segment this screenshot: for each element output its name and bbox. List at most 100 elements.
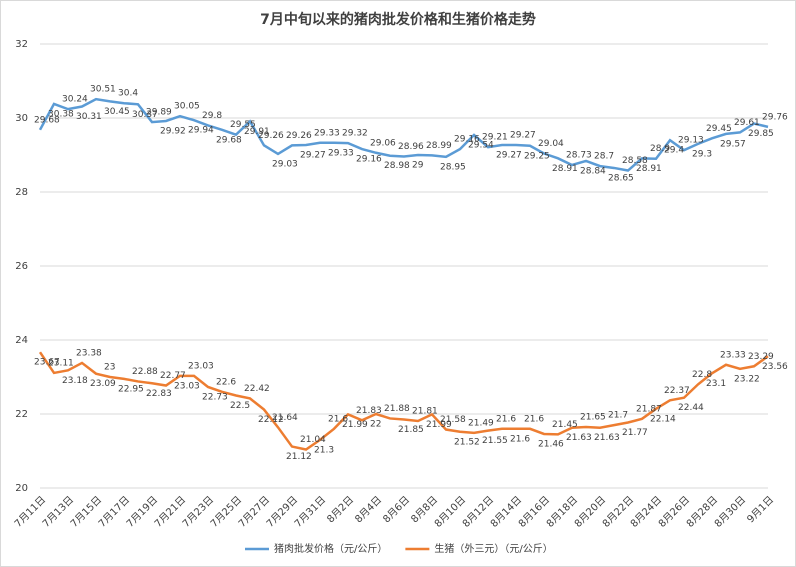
data-label: 23.22 [734,374,760,384]
data-label: 29.33 [328,148,354,158]
data-label: 29.21 [482,133,508,143]
data-label: 29.89 [146,108,172,118]
y-tick-label: 30 [15,113,28,124]
y-tick-label: 32 [15,39,28,50]
data-label: 23.03 [174,381,200,391]
data-label: 21.49 [468,418,494,428]
data-label: 23.56 [762,362,788,372]
data-label: 21.63 [594,433,620,443]
data-label: 22.14 [650,414,676,424]
data-label: 21.7 [608,411,628,421]
data-label: 23 [104,363,115,373]
data-label: 29.85 [748,129,774,139]
data-label: 21.81 [412,407,438,417]
y-tick-label: 28 [15,187,28,198]
data-label: 29.8 [202,111,222,121]
data-label: 21.77 [622,428,648,438]
data-label: 22.12 [258,415,284,425]
data-label: 29.54 [468,141,494,151]
data-label: 28.99 [426,141,452,151]
data-label: 21.52 [454,437,480,447]
series-line [38,351,769,451]
data-label: 29.27 [300,151,326,161]
data-label: 21.6 [510,434,530,444]
data-label: 29.76 [762,112,788,122]
data-label: 29.06 [370,138,396,148]
data-label: 23.03 [188,361,214,371]
data-label: 29.45 [706,124,732,134]
data-label: 29.4 [664,146,684,156]
data-label: 29.27 [510,131,536,141]
data-label: 22.42 [244,384,270,394]
y-tick-label: 24 [15,335,28,346]
data-label: 23.1 [706,379,726,389]
y-tick-label: 22 [15,409,28,420]
data-label: 29.04 [538,139,564,149]
data-label: 23.67 [34,358,60,368]
data-label: 22.44 [678,403,704,413]
data-label: 22.77 [160,371,186,381]
data-label: 21.99 [342,420,368,430]
data-label: 21.46 [538,439,564,449]
data-label: 29.68 [34,115,60,125]
data-label: 29.26 [286,131,312,141]
data-label: 28.95 [440,162,466,172]
data-label: 21.45 [552,420,578,430]
legend-label: 猪肉批发价格（元/公斤） [274,542,387,555]
data-label: 23.38 [76,348,102,358]
data-label: 29.32 [342,129,368,139]
data-label: 21.6 [524,414,544,424]
data-label: 28.58 [622,156,648,166]
data-label: 30.45 [104,107,130,117]
data-label: 23.09 [90,379,116,389]
data-label: 21.6 [328,414,348,424]
data-label: 22.37 [664,386,690,396]
data-label: 23.11 [48,358,74,368]
data-label: 29.94 [188,126,214,136]
data-label: 22.73 [202,392,228,402]
y-tick-label: 20 [15,483,28,494]
series-line [38,97,769,172]
data-label: 29.27 [496,151,522,161]
data-label: 29.13 [678,136,704,146]
chart-title: 7月中旬以来的猪肉批发价格和生猪价格走势 [260,11,536,28]
data-label: 22.6 [216,377,236,387]
data-label: 21.85 [398,425,424,435]
data-label: 30.51 [90,85,116,95]
data-label: 29.68 [216,135,242,145]
data-label: 28.65 [608,173,634,183]
data-label: 21.04 [300,435,326,445]
data-label: 22.95 [118,384,144,394]
data-label: 23.29 [748,352,774,362]
legend-label: 生猪（外三元）（元/公斤） [434,542,552,555]
data-label: 21.58 [440,415,466,425]
data-label: 21.65 [580,412,606,422]
data-label: 29.3 [692,149,712,159]
data-label: 21.55 [482,436,508,446]
data-label: 21.12 [286,452,312,462]
data-label: 21.64 [272,413,298,423]
data-label: 28.98 [384,161,410,171]
data-label: 29.57 [720,139,746,149]
data-label: 28.9 [650,144,670,154]
data-label: 28.91 [636,164,662,174]
data-label: 30.37 [132,110,158,120]
data-label: 28.91 [552,164,578,174]
data-label: 21.63 [566,433,592,443]
data-label: 21.99 [426,420,452,430]
data-label: 28.7 [594,152,614,162]
data-label: 30.4 [118,89,138,99]
data-label: 29.61 [734,118,760,128]
data-label: 21.87 [636,404,662,414]
data-label: 29.25 [524,151,550,161]
data-label: 28.84 [580,166,606,176]
data-label: 29.16 [356,155,382,165]
data-label: 22.88 [132,367,158,377]
data-label: 23.18 [62,376,88,386]
data-label: 29.91 [244,127,270,137]
data-label: 21.88 [384,404,410,414]
data-label: 30.05 [174,102,200,112]
data-label: 22.5 [230,401,250,411]
